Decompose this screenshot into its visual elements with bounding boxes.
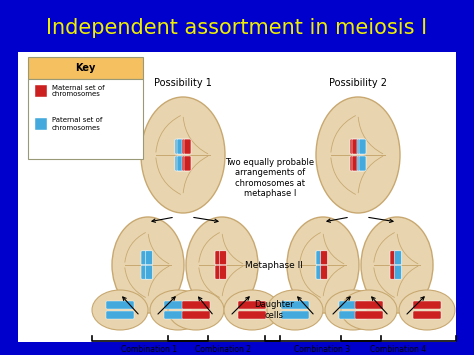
Text: Metaphase II: Metaphase II [245,261,303,269]
FancyBboxPatch shape [394,265,401,279]
FancyBboxPatch shape [215,251,222,265]
Text: Possibility 1: Possibility 1 [154,78,212,88]
FancyBboxPatch shape [352,139,359,154]
FancyBboxPatch shape [355,311,383,319]
FancyBboxPatch shape [281,311,309,319]
Ellipse shape [361,217,433,313]
FancyBboxPatch shape [339,311,367,319]
FancyBboxPatch shape [413,311,441,319]
Ellipse shape [316,97,400,213]
FancyBboxPatch shape [177,156,184,171]
Text: Two equally probable
arrangements of
chromosomes at
metaphase I: Two equally probable arrangements of chr… [226,158,315,198]
FancyBboxPatch shape [219,265,227,279]
FancyBboxPatch shape [352,156,359,171]
FancyBboxPatch shape [359,156,366,171]
FancyBboxPatch shape [106,311,134,319]
Ellipse shape [92,290,148,330]
FancyBboxPatch shape [320,251,328,265]
Ellipse shape [150,290,206,330]
Ellipse shape [287,217,359,313]
FancyBboxPatch shape [164,301,192,309]
FancyBboxPatch shape [390,265,397,279]
FancyBboxPatch shape [219,251,227,265]
Text: Paternal set of
chromosomes: Paternal set of chromosomes [52,118,102,131]
Ellipse shape [399,290,455,330]
Ellipse shape [325,290,381,330]
FancyBboxPatch shape [390,251,397,265]
FancyBboxPatch shape [177,139,184,154]
FancyBboxPatch shape [141,265,148,279]
FancyBboxPatch shape [28,79,143,159]
Text: Combination 1: Combination 1 [121,345,177,355]
Ellipse shape [186,217,258,313]
Text: Possibility 2: Possibility 2 [329,78,387,88]
FancyBboxPatch shape [182,156,189,171]
FancyBboxPatch shape [394,251,401,265]
FancyBboxPatch shape [146,251,153,265]
FancyBboxPatch shape [316,265,323,279]
FancyBboxPatch shape [146,265,153,279]
Text: Combination 3: Combination 3 [294,345,350,355]
Text: Maternal set of
chromosomes: Maternal set of chromosomes [52,84,105,98]
FancyBboxPatch shape [28,57,143,79]
Text: Daughter
cells: Daughter cells [254,300,294,320]
FancyBboxPatch shape [357,156,364,171]
FancyBboxPatch shape [238,301,266,309]
FancyBboxPatch shape [35,85,47,97]
Ellipse shape [112,217,184,313]
FancyBboxPatch shape [413,301,441,309]
FancyBboxPatch shape [175,156,182,171]
Text: Combination 4: Combination 4 [370,345,426,355]
FancyBboxPatch shape [320,265,328,279]
FancyBboxPatch shape [339,301,367,309]
Ellipse shape [141,97,225,213]
FancyBboxPatch shape [350,139,357,154]
FancyBboxPatch shape [141,251,148,265]
FancyBboxPatch shape [35,118,47,130]
FancyBboxPatch shape [215,265,222,279]
FancyBboxPatch shape [182,311,210,319]
Text: Independent assortment in meiosis I: Independent assortment in meiosis I [46,18,428,38]
FancyBboxPatch shape [355,301,383,309]
Text: Combination 2: Combination 2 [195,345,251,355]
FancyBboxPatch shape [350,156,357,171]
FancyBboxPatch shape [164,311,192,319]
Ellipse shape [224,290,280,330]
FancyBboxPatch shape [182,301,210,309]
FancyBboxPatch shape [359,139,366,154]
FancyBboxPatch shape [182,139,189,154]
FancyBboxPatch shape [357,139,364,154]
Ellipse shape [168,290,224,330]
Ellipse shape [341,290,397,330]
FancyBboxPatch shape [106,301,134,309]
FancyBboxPatch shape [18,52,456,342]
FancyBboxPatch shape [316,251,323,265]
Text: Key: Key [75,63,95,73]
Ellipse shape [267,290,323,330]
FancyBboxPatch shape [238,311,266,319]
FancyBboxPatch shape [281,301,309,309]
FancyBboxPatch shape [184,139,191,154]
FancyBboxPatch shape [184,156,191,171]
FancyBboxPatch shape [175,139,182,154]
